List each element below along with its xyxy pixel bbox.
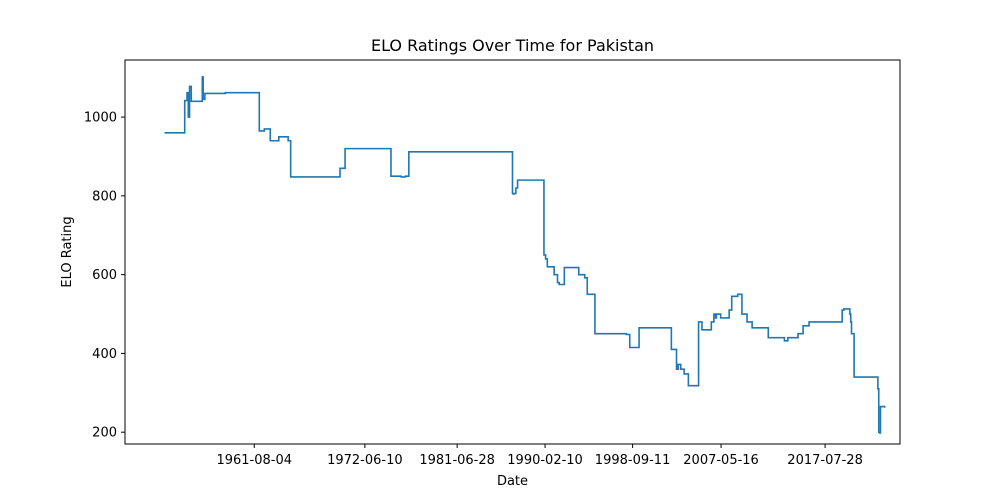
- x-tick-label: 1998-09-11: [595, 453, 671, 468]
- chart-title: ELO Ratings Over Time for Pakistan: [371, 36, 654, 55]
- x-tick-label: 1961-08-04: [216, 453, 292, 468]
- x-tick-label: 1972-06-10: [327, 453, 403, 468]
- y-axis: 200 400 600 800 1000: [84, 111, 125, 441]
- x-axis: 1961-08-04 1972-06-10 1981-06-28 1990-02-10…: [216, 444, 863, 468]
- plot-frame: [124, 59, 901, 445]
- y-tick-label: 200: [92, 426, 117, 441]
- x-tick-label: 1981-06-28: [419, 453, 495, 468]
- y-tick-label: 600: [92, 268, 117, 283]
- y-tick-label: 800: [92, 189, 117, 204]
- elo-rating-line: [164, 76, 886, 434]
- x-axis-label: Date: [497, 474, 528, 489]
- x-tick-label: 1990-02-10: [507, 453, 583, 468]
- y-axis-label: ELO Rating: [60, 216, 75, 287]
- y-tick-label: 1000: [84, 111, 117, 126]
- x-tick-label: 2017-07-28: [787, 453, 863, 468]
- y-tick-label: 400: [92, 347, 117, 362]
- x-tick-label: 2007-05-16: [683, 453, 759, 468]
- plot-area: [164, 76, 886, 434]
